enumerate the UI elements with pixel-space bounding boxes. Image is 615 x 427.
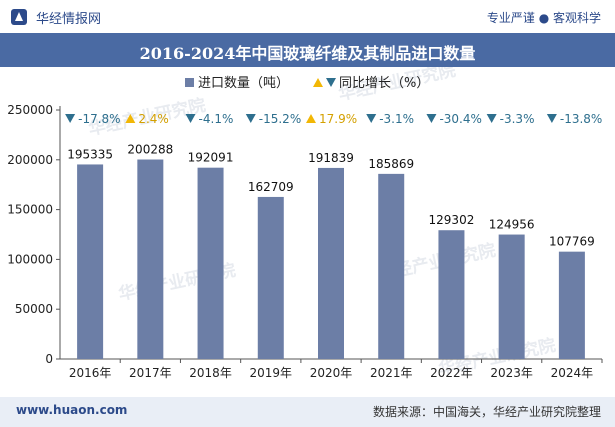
title-band xyxy=(0,33,615,67)
tagline: 专业严谨 ● 客观科学 xyxy=(486,11,601,25)
x-tick-label: 2024年 xyxy=(551,366,594,380)
growth-label: -13.8% xyxy=(560,112,602,126)
growth-down-icon xyxy=(185,114,196,123)
bar-value-label: 192091 xyxy=(188,151,234,165)
growth-down-icon xyxy=(245,114,256,123)
site-link[interactable]: www.huaon.com xyxy=(16,403,128,417)
x-tick-label: 2021年 xyxy=(370,366,413,380)
growth-label: -30.4% xyxy=(439,112,481,126)
growth-label: -15.2% xyxy=(259,112,301,126)
bar-value-label: 124956 xyxy=(489,218,535,232)
bar xyxy=(558,251,585,359)
x-tick-label: 2023年 xyxy=(490,366,533,380)
y-tick-label: 0 xyxy=(45,352,53,366)
growth-label: -4.1% xyxy=(199,112,234,126)
huajing-logo-icon xyxy=(11,9,27,25)
bar xyxy=(318,167,344,359)
bar-value-label: 185869 xyxy=(368,157,414,171)
x-tick-label: 2020年 xyxy=(310,366,353,380)
growth-down-icon xyxy=(65,114,76,123)
growth-up-icon xyxy=(306,114,316,123)
bar-value-label: 107769 xyxy=(549,235,595,249)
bar-value-label: 129302 xyxy=(429,213,475,227)
growth-label: 17.9% xyxy=(319,112,357,126)
x-tick-label: 2019年 xyxy=(250,366,293,380)
legend-up-icon xyxy=(313,78,323,87)
y-tick-label: 50000 xyxy=(15,302,53,316)
growth-down-icon xyxy=(426,114,437,123)
x-tick-label: 2022年 xyxy=(430,366,473,380)
bar xyxy=(438,230,465,359)
growth-label: -3.3% xyxy=(500,112,535,126)
bar-value-label: 191839 xyxy=(308,151,354,165)
growth-down-icon xyxy=(366,114,377,123)
top-bar: 华经情报网 专业严谨 ● 客观科学 xyxy=(0,0,615,33)
bar xyxy=(257,196,284,359)
y-tick-label: 100000 xyxy=(7,252,53,266)
x-tick-label: 2018年 xyxy=(189,366,232,380)
growth-label: -17.8% xyxy=(78,112,120,126)
data-source: 数据来源：中国海关，华经产业研究院整理 xyxy=(372,405,601,419)
logo-text: 华经情报网 xyxy=(36,12,102,27)
legend-label-growth: 同比增长（%） xyxy=(339,76,429,91)
bar xyxy=(137,159,164,359)
legend-swatch-quantity xyxy=(185,78,194,87)
y-tick-label: 200000 xyxy=(7,153,53,167)
legend-label-quantity: 进口数量（吨） xyxy=(198,76,289,91)
chart-title: 2016-2024年中国玻璃纤维及其制品进口数量 xyxy=(139,44,476,63)
bar xyxy=(498,234,525,359)
bar xyxy=(77,164,104,359)
growth-up-icon xyxy=(125,114,136,123)
bar-value-label: 195335 xyxy=(67,147,113,161)
bar xyxy=(197,167,224,359)
bar-value-label: 200288 xyxy=(127,143,173,157)
x-tick-label: 2017年 xyxy=(129,366,172,380)
x-tick-label: 2016年 xyxy=(69,366,112,380)
bar-value-label: 162709 xyxy=(248,180,294,194)
growth-label: 2.4% xyxy=(138,112,169,126)
y-tick-label: 250000 xyxy=(7,103,53,117)
growth-down-icon xyxy=(546,114,557,123)
legend-down-icon xyxy=(326,78,336,87)
growth-down-icon xyxy=(486,114,497,123)
bar xyxy=(378,173,405,359)
y-tick-label: 150000 xyxy=(7,203,53,217)
footer xyxy=(0,397,615,427)
growth-label: -3.1% xyxy=(379,112,414,126)
